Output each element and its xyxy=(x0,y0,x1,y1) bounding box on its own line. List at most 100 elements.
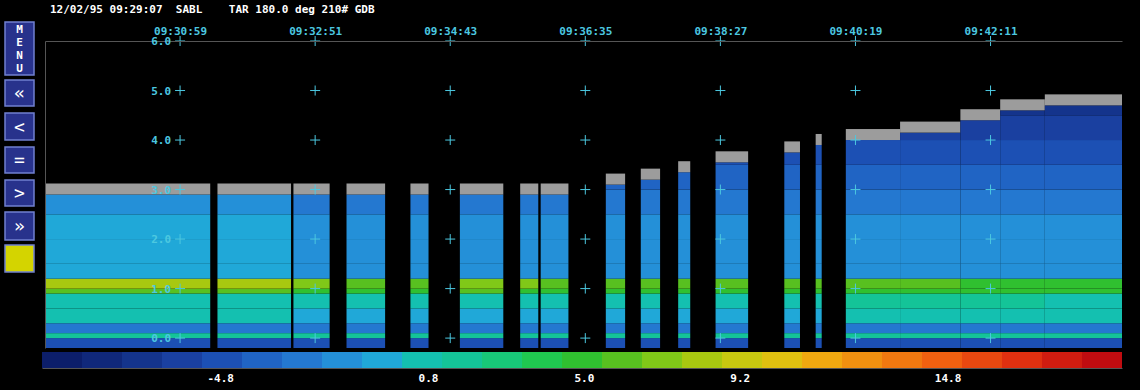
cell xyxy=(784,190,800,215)
grid-marker-v xyxy=(315,135,316,145)
top-cap xyxy=(960,109,1000,120)
menu-button-label[interactable]: < xyxy=(14,116,25,137)
grid-marker xyxy=(986,185,996,195)
top-cap xyxy=(641,169,660,180)
cell xyxy=(606,264,625,279)
cell xyxy=(217,289,291,294)
menu-button[interactable]: > xyxy=(5,180,34,206)
cell xyxy=(520,308,538,323)
cell xyxy=(678,172,690,189)
menu-button-box[interactable] xyxy=(5,180,34,206)
grid-marker xyxy=(850,185,860,195)
cell xyxy=(900,165,960,190)
color-button[interactable] xyxy=(5,245,34,272)
cell xyxy=(293,308,329,323)
cell xyxy=(960,120,1000,140)
menu-button[interactable]: = xyxy=(5,147,34,173)
menu-button-label[interactable]: > xyxy=(14,182,25,203)
menu-button-label[interactable]: = xyxy=(14,149,25,170)
grid-marker-v xyxy=(855,333,856,343)
cell xyxy=(1045,308,1122,323)
grid-marker-v xyxy=(855,86,856,96)
cell xyxy=(520,214,538,239)
grid-marker xyxy=(986,234,996,244)
grid-marker xyxy=(715,86,725,96)
tick: 5.0 xyxy=(45,85,171,98)
cell xyxy=(846,165,900,190)
menu-button-box[interactable] xyxy=(5,212,34,240)
menu-button-box[interactable] xyxy=(5,80,34,106)
grid-marker-v xyxy=(720,135,721,145)
cell xyxy=(816,338,822,348)
cell xyxy=(520,264,538,279)
colorbar-swatch xyxy=(282,352,322,368)
cell xyxy=(678,239,690,264)
cell xyxy=(1000,165,1045,190)
grid-marker-v xyxy=(315,234,316,244)
cell xyxy=(410,279,428,289)
grid-marker xyxy=(715,333,725,343)
grid-marker-v xyxy=(315,284,316,294)
menu-button[interactable]: MENU xyxy=(5,22,34,75)
top-cap xyxy=(716,151,749,162)
menu-button[interactable]: » xyxy=(5,212,34,240)
cell xyxy=(846,190,900,215)
grid-marker xyxy=(986,284,996,294)
colorbar-swatch xyxy=(1082,352,1122,368)
colorbar-swatch xyxy=(1042,352,1082,368)
grid-marker xyxy=(175,135,185,145)
cell xyxy=(606,333,625,338)
tick-label: 14.8 xyxy=(935,372,962,385)
grid-marker-v xyxy=(450,234,451,244)
cell xyxy=(460,294,503,309)
cell xyxy=(641,239,660,264)
cell xyxy=(960,338,1000,348)
cell xyxy=(293,323,329,333)
grid-marker-v xyxy=(720,234,721,244)
colorbar-swatch xyxy=(962,352,1002,368)
grid-marker-v xyxy=(450,185,451,195)
cell xyxy=(1045,190,1122,215)
cell xyxy=(293,294,329,309)
cell xyxy=(900,264,960,279)
cell xyxy=(641,323,660,333)
menu-button[interactable]: « xyxy=(5,80,34,106)
cell xyxy=(460,279,503,289)
menu-button-label[interactable]: MENU xyxy=(16,23,23,75)
colorbar-swatch xyxy=(762,352,802,368)
colorbar-axis: -4.80.85.09.214.8 xyxy=(43,368,1123,385)
cell xyxy=(410,338,428,348)
cell xyxy=(45,289,210,294)
grid xyxy=(175,36,995,343)
grid-marker-v xyxy=(180,185,181,195)
menu-button[interactable]: < xyxy=(5,113,34,140)
top-cap xyxy=(460,184,503,195)
cell xyxy=(1045,289,1122,294)
colorbar-swatch xyxy=(202,352,242,368)
menu-button-box[interactable] xyxy=(5,147,34,173)
top-cap xyxy=(520,184,538,195)
cell xyxy=(678,323,690,333)
cell xyxy=(846,323,900,333)
colorbar xyxy=(42,352,1122,368)
cell xyxy=(541,279,569,289)
grid-marker-v xyxy=(585,185,586,195)
tick: 2.0 xyxy=(45,233,171,246)
menu-button-box[interactable] xyxy=(5,113,34,140)
tick: 14.8 xyxy=(935,368,962,385)
grid-marker-v xyxy=(855,135,856,145)
top-cap xyxy=(784,141,800,152)
menu-button-label[interactable]: « xyxy=(14,82,25,103)
cell xyxy=(347,323,386,333)
menu-button-label[interactable]: » xyxy=(14,215,25,236)
cell xyxy=(716,308,749,323)
cell xyxy=(900,333,960,338)
grid-marker xyxy=(715,185,725,195)
cell xyxy=(1000,140,1045,165)
tick: 4.0 xyxy=(45,134,171,147)
plot-area xyxy=(45,94,1122,348)
cell xyxy=(678,190,690,215)
cell xyxy=(900,279,960,289)
cell xyxy=(45,214,210,239)
menu-button-box[interactable] xyxy=(5,22,34,75)
